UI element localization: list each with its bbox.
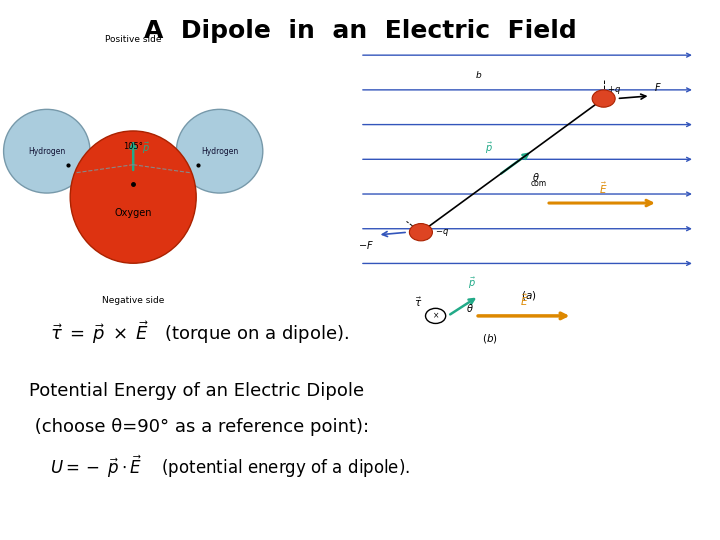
Text: $(b)$: $(b)$ bbox=[482, 332, 498, 345]
Text: $\vec{p}$: $\vec{p}$ bbox=[467, 275, 475, 291]
Ellipse shape bbox=[70, 131, 196, 263]
Text: com: com bbox=[531, 179, 546, 188]
Text: A  Dipole  in  an  Electric  Field: A Dipole in an Electric Field bbox=[143, 19, 577, 43]
Text: $\vec{p}$: $\vec{p}$ bbox=[142, 141, 150, 156]
Text: $\theta$: $\theta$ bbox=[533, 171, 540, 183]
Text: $-F$: $-F$ bbox=[359, 239, 374, 251]
Text: $\vec{p}$: $\vec{p}$ bbox=[485, 141, 493, 156]
Text: $\vec{\tau}$: $\vec{\tau}$ bbox=[414, 295, 423, 309]
Circle shape bbox=[426, 308, 446, 323]
Text: $-q$: $-q$ bbox=[436, 227, 449, 238]
Text: Positive side: Positive side bbox=[105, 35, 161, 44]
Text: $\vec{E}$: $\vec{E}$ bbox=[520, 293, 528, 308]
Text: $\theta$: $\theta$ bbox=[466, 302, 474, 314]
Text: $\vec{\tau}\; =\; \vec{p}\; \times\; \vec{E}$   (torque on a dipole).: $\vec{\tau}\; =\; \vec{p}\; \times\; \ve… bbox=[50, 319, 350, 346]
Circle shape bbox=[592, 90, 615, 107]
Text: Hydrogen: Hydrogen bbox=[28, 147, 66, 156]
Text: $\times$: $\times$ bbox=[432, 311, 439, 321]
Text: (choose θ=90° as a reference point):: (choose θ=90° as a reference point): bbox=[29, 417, 369, 436]
Circle shape bbox=[410, 224, 433, 241]
Text: Oxygen: Oxygen bbox=[114, 208, 152, 218]
Text: $U = -\; \vec{p}\cdot\vec{E}$    (potential energy of a dipole).: $U = -\; \vec{p}\cdot\vec{E}$ (potential… bbox=[50, 454, 410, 481]
Text: $\vec{E}$: $\vec{E}$ bbox=[599, 180, 608, 196]
Text: $F$: $F$ bbox=[654, 81, 662, 93]
Ellipse shape bbox=[176, 109, 263, 193]
Ellipse shape bbox=[4, 109, 90, 193]
Text: Negative side: Negative side bbox=[102, 296, 164, 305]
Text: $(a)$: $(a)$ bbox=[521, 289, 537, 302]
Text: Hydrogen: Hydrogen bbox=[201, 147, 238, 156]
Text: 105°: 105° bbox=[123, 142, 143, 151]
Text: $+q$: $+q$ bbox=[607, 84, 621, 96]
Text: Potential Energy of an Electric Dipole: Potential Energy of an Electric Dipole bbox=[29, 382, 364, 401]
Text: $b$: $b$ bbox=[474, 69, 482, 80]
